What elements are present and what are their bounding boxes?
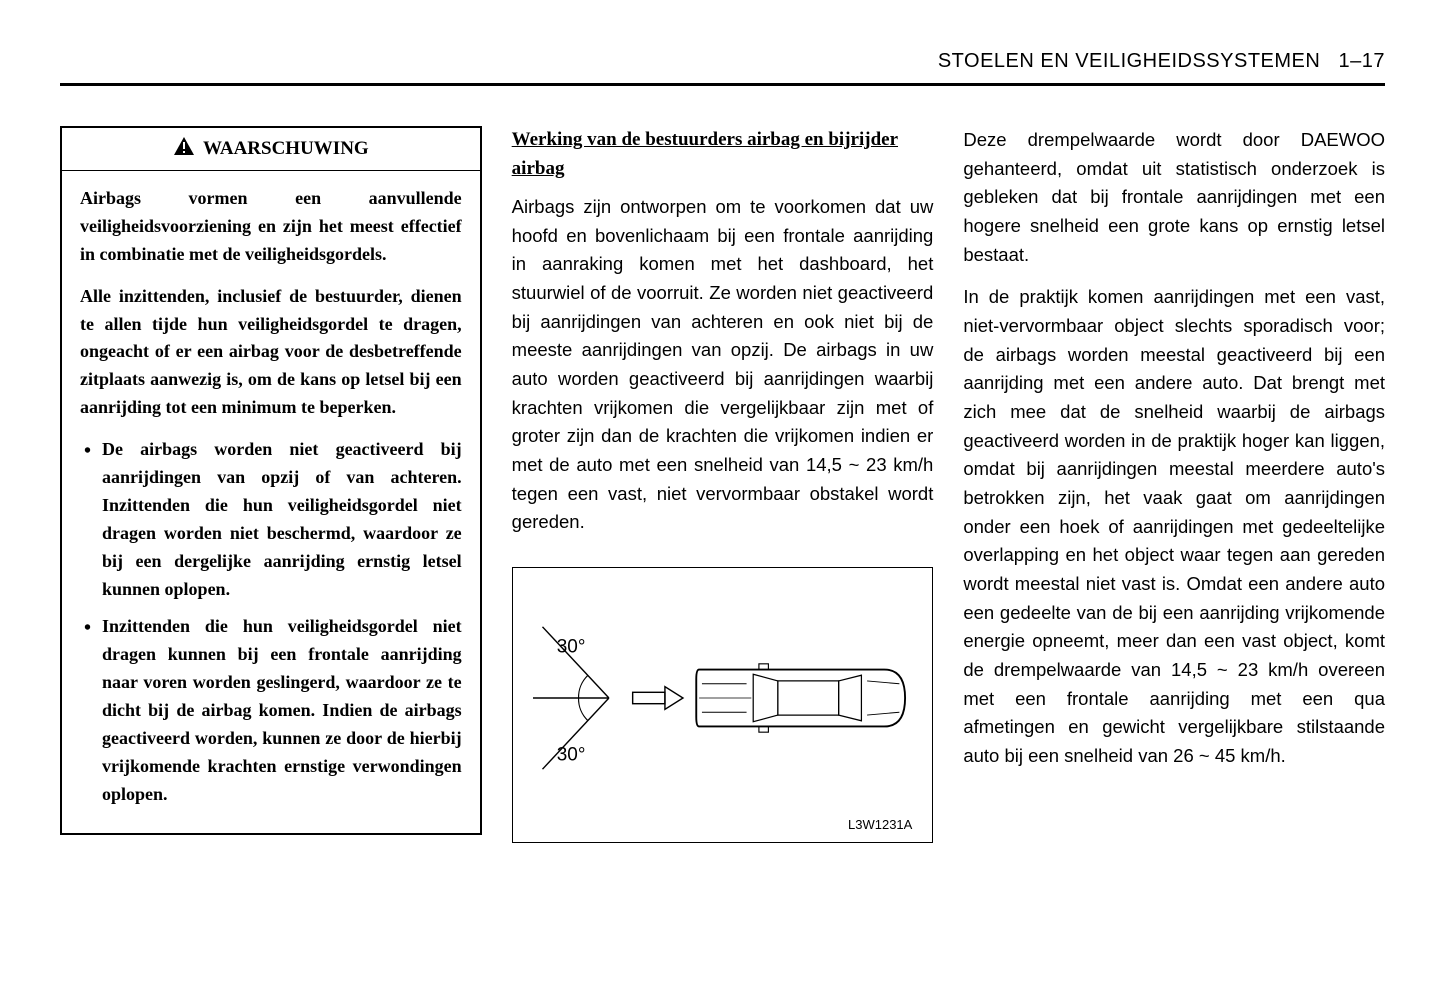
warning-box: WAARSCHUWING Airbags vormen een aanvulle… <box>60 126 482 835</box>
page-header: STOELEN EN VEILIGHEIDSSYSTEMEN 1–17 <box>60 50 1385 86</box>
car-angle-svg: 30° 30° <box>533 588 913 808</box>
content-columns: WAARSCHUWING Airbags vormen een aanvulle… <box>60 126 1385 843</box>
section-heading: Werking van de bestuurders airbag en bij… <box>512 126 934 183</box>
forward-arrow-icon <box>632 687 682 710</box>
column-2: Werking van de bestuurders airbag en bij… <box>512 126 934 843</box>
col3-para-1: Deze drempelwaarde wordt door DAEWOO geh… <box>963 126 1385 269</box>
page-number: 1–17 <box>1339 50 1386 72</box>
diagram-code: L3W1231A <box>533 817 913 832</box>
warning-para-2: Alle inzittenden, inclusief de bestuurde… <box>80 283 462 422</box>
warning-list: De airbags worden niet geactiveerd bij a… <box>80 436 462 809</box>
angle-top-label: 30° <box>556 637 585 658</box>
section-title: STOELEN EN VEILIGHEIDSSYSTEMEN <box>938 50 1321 72</box>
airbag-angle-diagram: 30° 30° <box>512 567 934 843</box>
column-3: Deze drempelwaarde wordt door DAEWOO geh… <box>963 126 1385 843</box>
car-icon <box>696 664 905 732</box>
angle-bottom-label: 30° <box>556 745 585 766</box>
warning-title: WAARSCHUWING <box>62 128 480 171</box>
warning-triangle-icon <box>173 136 195 162</box>
col3-para-2: In de praktijk komen aanrijdingen met ee… <box>963 283 1385 770</box>
warning-bullet-2: Inzittenden die hun veiligheidsgordel ni… <box>80 613 462 808</box>
warning-title-text: WAARSCHUWING <box>203 138 369 160</box>
column-1: WAARSCHUWING Airbags vormen een aanvulle… <box>60 126 482 843</box>
warning-body: Airbags vormen een aanvullende veilighei… <box>62 171 480 833</box>
col2-para-1: Airbags zijn ontworpen om te voorkomen d… <box>512 193 934 537</box>
warning-para-1: Airbags vormen een aanvullende veilighei… <box>80 185 462 269</box>
warning-bullet-1: De airbags worden niet geactiveerd bij a… <box>80 436 462 603</box>
